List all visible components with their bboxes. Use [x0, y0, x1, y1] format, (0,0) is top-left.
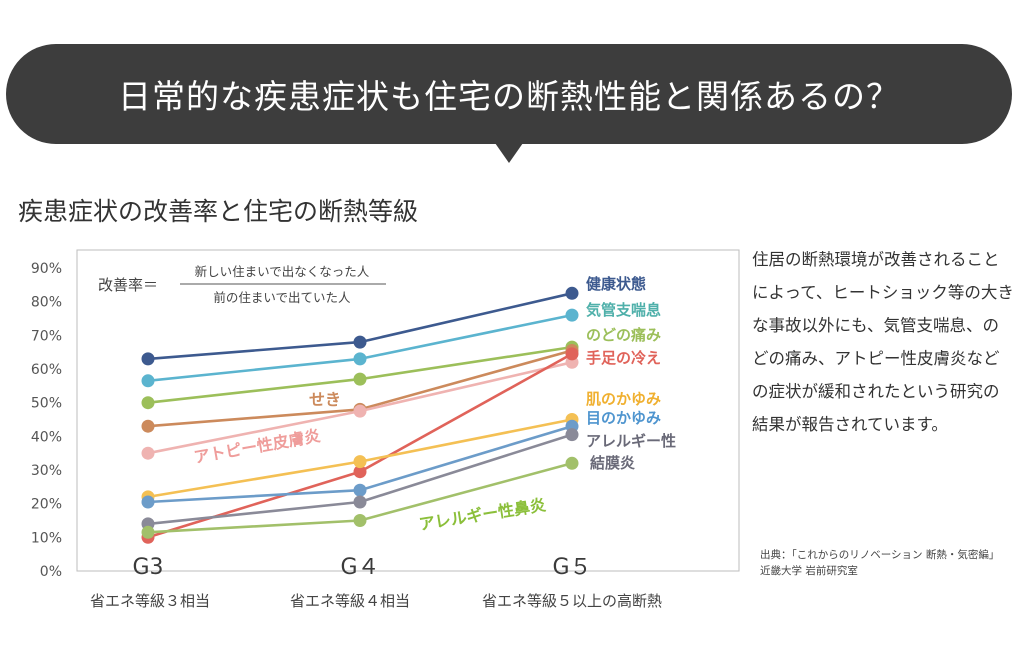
title-banner: 日常的な疾患症状も住宅の断熱性能と関係あるの？ [6, 44, 1012, 163]
x-tick-label: G3 [132, 555, 163, 580]
banner-title: 日常的な疾患症状も住宅の断熱性能と関係あるの？ [118, 77, 900, 116]
data-point [141, 419, 155, 433]
description-text: 住居の断熱環境が改善されることによって、ヒートショック等の大きな事故以外にも、気… [752, 250, 1014, 434]
x-sublabel: 省エネ等級４相当 [290, 592, 410, 610]
series-annotation: のどの痛み [586, 326, 661, 344]
series-annotation: せき [309, 390, 341, 409]
y-tick-label: 90% [31, 261, 62, 277]
y-tick-label: 0% [40, 564, 62, 580]
data-point [565, 347, 579, 361]
data-point [565, 308, 579, 322]
series-annotation: 目のかゆみ [586, 409, 661, 427]
formula-label: 改善率＝ [98, 276, 158, 294]
data-point [353, 465, 367, 479]
x-sublabel: 省エネ等級３相当 [90, 592, 210, 610]
y-tick-label: 30% [31, 463, 62, 479]
series-line-0 [147, 292, 573, 361]
y-tick-label: 20% [31, 497, 62, 513]
x-tick-label: G４ [340, 555, 379, 580]
data-point [141, 495, 155, 509]
data-point [565, 456, 579, 470]
x-tick-label: G５ [552, 555, 591, 580]
data-point [353, 352, 367, 366]
line-chart: 0% 10% 20% 30% 40% 50% 60% 70% 80% 90% G3 省エネ等級３相当 G… [31, 249, 740, 610]
source-line-1: 出典：「これからのリノベーション 断熱・気密編」 [760, 549, 1000, 561]
y-tick-label: 70% [31, 328, 62, 344]
data-point [141, 352, 155, 366]
data-point [141, 446, 155, 460]
data-point [353, 483, 367, 497]
x-sublabel: 省エネ等級５以上の高断熱 [482, 592, 662, 610]
y-tick-label: 60% [31, 362, 62, 378]
chart-title: 疾患症状の改善率と住宅の断熱等級 [18, 197, 419, 226]
data-point [141, 525, 155, 539]
data-point [353, 455, 367, 469]
plot-frame [76, 249, 740, 572]
series-annotation: 結膜炎 [590, 454, 635, 472]
data-point [353, 372, 367, 386]
data-point [141, 396, 155, 410]
y-tick-label: 50% [31, 396, 62, 412]
series-annotation: 健康状態 [586, 275, 646, 293]
y-tick-label: 80% [31, 295, 62, 311]
formula-denominator: 前の住まいで出ていた人 [213, 290, 351, 305]
y-tick-label: 10% [31, 530, 62, 546]
series-annotation: 肌のかゆみ [586, 390, 661, 408]
data-point [565, 428, 579, 442]
y-tick-label: 40% [31, 429, 62, 445]
data-point [353, 404, 367, 418]
data-point [353, 335, 367, 349]
series-annotation: 気管支喘息 [586, 301, 661, 319]
source-citation: 出典：「これからのリノベーション 断熱・気密編」 近畿大学 岩前研究室 [760, 547, 999, 579]
data-point [353, 514, 367, 527]
data-point [565, 286, 579, 300]
series-annotation: アレルギー性 [586, 432, 676, 450]
formula-numerator: 新しい住まいで出なくなった人 [195, 264, 370, 279]
data-point [141, 374, 155, 388]
series-annotation: 手足の冷え [586, 349, 661, 367]
source-line-2: 近畿大学 岩前研究室 [760, 565, 858, 577]
data-point [353, 495, 367, 509]
